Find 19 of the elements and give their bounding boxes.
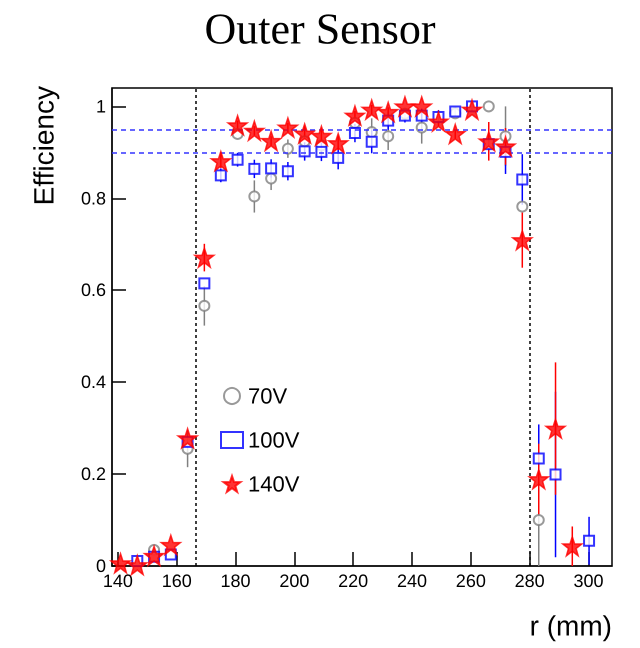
x-tick-label: 180 <box>220 571 251 591</box>
y-tick-label: 0.6 <box>80 280 106 300</box>
y-axis-title: Efficiency <box>28 86 60 206</box>
legend-label: 100V <box>248 428 300 452</box>
y-tick-label: 0.2 <box>80 464 106 484</box>
legend-label: 140V <box>248 472 300 496</box>
y-tick-label: 1 <box>96 96 106 116</box>
legend-label: 70V <box>248 384 288 408</box>
x-tick-label: 220 <box>338 571 368 591</box>
x-tick-label: 280 <box>514 571 545 591</box>
x-axis-title: r (mm) <box>530 610 612 642</box>
x-tick-label: 200 <box>279 571 310 591</box>
y-tick-label: 0.8 <box>80 188 106 208</box>
x-tick-label: 160 <box>162 571 192 591</box>
x-tick-label: 260 <box>456 571 486 591</box>
chart-title: Outer Sensor <box>204 4 436 54</box>
x-tick-label: 240 <box>396 571 428 591</box>
x-tick-label: 300 <box>573 571 604 591</box>
y-tick-label: 0.4 <box>80 372 106 392</box>
